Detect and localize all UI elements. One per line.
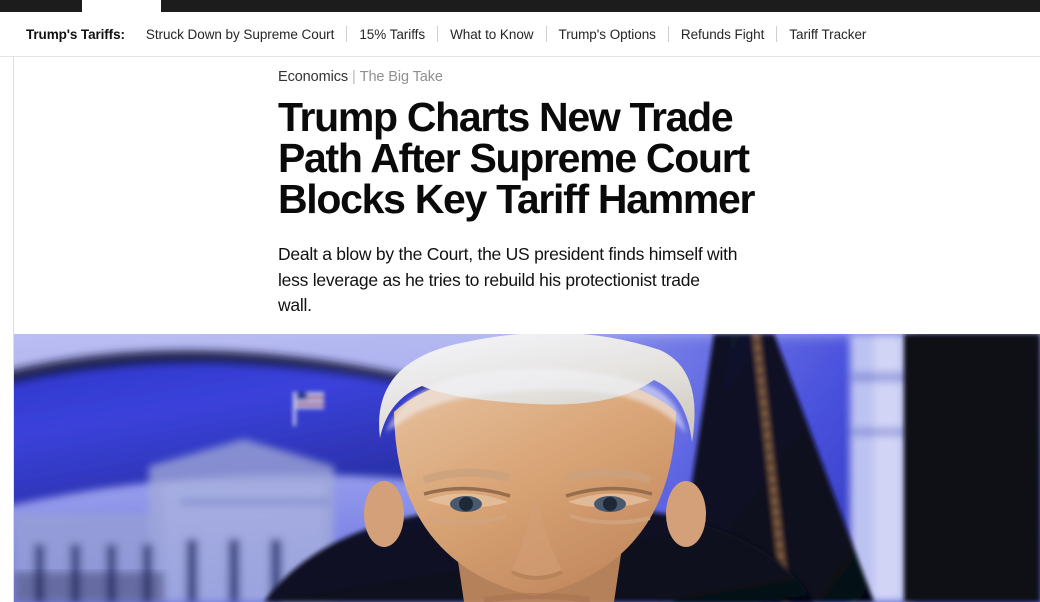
nav-item-video[interactable]: Video <box>628 0 686 12</box>
nav-item-markets[interactable]: Markets ▾ <box>82 0 161 12</box>
markets-dropdown-panel <box>82 12 241 17</box>
article-hero-image <box>14 334 1040 602</box>
eyebrow-separator: | <box>352 69 356 85</box>
tariffs-subnav-title: Trump's Tariffs: <box>26 26 125 42</box>
nav-item-economics[interactable]: Economics <box>161 0 249 12</box>
primary-navigation-bar: Bloomberg Markets ▾ Economics Industries… <box>0 0 1040 12</box>
article-frame: Economics | The Big Take Trump Charts New … <box>13 57 1040 602</box>
edition-selector[interactable]: US Edition ▾ <box>961 0 1028 12</box>
subnav-divider <box>437 26 439 42</box>
nav-item-tech[interactable]: Tech <box>331 0 383 12</box>
article-series-link[interactable]: The Big Take <box>359 69 443 85</box>
article-category-link[interactable]: Economics <box>278 69 349 85</box>
nav-item-businessweek[interactable]: Businessweek <box>451 0 557 12</box>
article-summary: Dealt a blow by the Court, the US presid… <box>278 244 738 316</box>
article-header: Economics | The Big Take Trump Charts New … <box>14 57 1040 319</box>
subnav-divider <box>346 26 348 42</box>
primary-nav-items: Markets ▾ Economics Industries Tech Poli… <box>82 0 748 12</box>
tariffs-subnavigation-bar: Trump's Tariffs: Struck Down by Supreme … <box>0 12 1040 57</box>
article-eyebrow: Economics | The Big Take <box>278 69 1016 86</box>
subnav-divider <box>667 26 669 42</box>
subnav-divider <box>776 26 778 42</box>
subnav-link-what-to-know[interactable]: What to Know <box>450 26 534 42</box>
tariffs-subnav-track: Trump's Tariffs: Struck Down by Supreme … <box>0 12 878 57</box>
nav-item-opinion[interactable]: Opinion <box>558 0 628 12</box>
hero-photo-illustration <box>14 334 1040 602</box>
nav-item-politics[interactable]: Politics <box>383 0 451 12</box>
article-headline: Trump Charts New Trade Path After Suprem… <box>278 94 755 223</box>
subnav-link-trumps-options[interactable]: Trump's Options <box>558 26 656 42</box>
nav-item-industries[interactable]: Industries <box>249 0 331 12</box>
subnav-link-15-percent-tariffs[interactable]: 15% Tariffs <box>359 26 426 42</box>
nav-item-more[interactable]: More ▾ <box>685 0 748 12</box>
subnav-divider <box>545 26 547 42</box>
subnav-link-struck-down[interactable]: Struck Down by Supreme Court <box>145 26 335 42</box>
subnav-link-refunds-fight[interactable]: Refunds Fight <box>680 26 765 42</box>
subnav-link-tariff-tracker[interactable]: Tariff Tracker <box>789 26 867 42</box>
